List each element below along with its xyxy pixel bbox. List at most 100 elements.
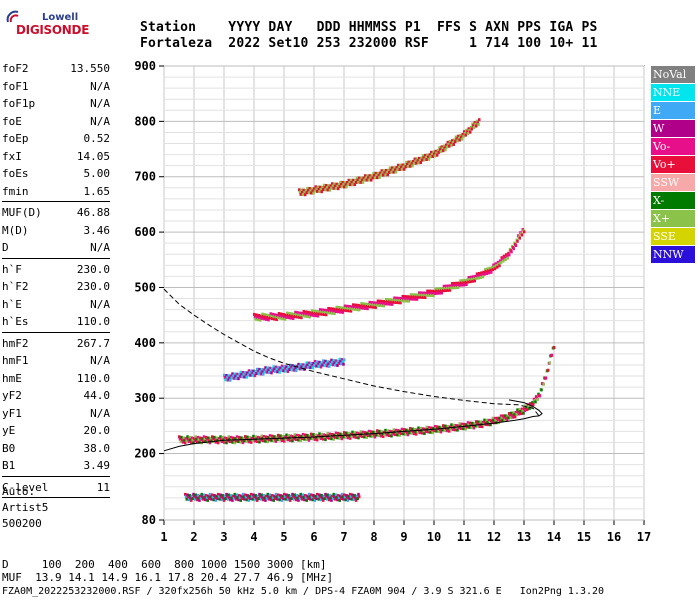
echo-mark [398,299,401,303]
y-tick-label: 200 [134,447,156,461]
echo-mark [317,497,320,501]
echo-mark [512,411,515,415]
echo-mark [424,295,427,299]
param-name: B0 [2,441,16,455]
echo-mark [205,435,208,439]
echo-mark [518,407,521,411]
x-tick-label: 4 [250,530,257,544]
echo-mark [286,498,290,502]
echo-mark [524,404,527,408]
echo-mark [224,378,227,382]
echo-mark [344,435,347,439]
echo-mark [351,183,354,187]
echo-mark [432,150,435,154]
echo-mark [491,268,494,272]
echo-mark [502,416,506,420]
echo-mark [302,188,305,192]
param-row: foE N/A [2,113,110,131]
echo-mark [404,297,407,301]
echo-mark [282,497,285,501]
echo-mark [304,193,307,197]
echo-mark [502,254,506,258]
param-value: 5.00 [83,167,111,180]
echo-mark [553,345,556,349]
echo-mark [418,158,422,162]
echo-mark [241,370,245,374]
echo-mark [331,182,334,186]
echo-mark [353,183,356,187]
echo-mark [240,494,243,498]
echo-mark [187,498,191,502]
echo-mark [323,186,326,190]
echo-mark [433,154,437,158]
echo-mark [247,496,250,500]
echo-mark [286,311,289,315]
echo-mark [301,363,305,367]
echo-mark [406,162,409,166]
echo-mark [278,370,281,374]
echo-mark [340,437,344,441]
echo-mark [522,411,525,415]
echo-mark [318,432,321,436]
echo-mark [361,430,365,434]
echo-mark [501,257,504,261]
echo-mark [298,497,302,501]
echo-mark [325,436,329,440]
echo-mark [375,173,378,177]
echo-mark [289,314,292,318]
echo-mark [284,369,287,373]
echo-mark [516,408,519,412]
echo-mark [483,272,486,276]
echo-mark [443,286,446,290]
echo-mark [329,184,332,188]
echo-mark [263,370,266,374]
echo-mark [223,440,226,444]
echo-mark [492,263,495,267]
echo-mark [238,496,242,500]
echo-mark [311,498,314,502]
echo-mark [507,251,510,255]
echo-mark [447,142,450,146]
echo-mark [297,438,300,442]
echo-mark [259,314,263,318]
echo-mark [341,310,344,314]
echo-mark [312,361,315,365]
echo-mark [417,426,420,430]
echo-mark [310,187,314,191]
echo-mark [344,498,347,502]
echo-mark [454,135,458,139]
echo-mark [192,492,195,496]
echo-mark [190,440,193,444]
echo-mark [181,438,184,442]
echo-mark [213,494,216,498]
echo-mark [341,180,344,184]
echo-mark [196,435,200,439]
echo-mark [323,308,326,312]
echo-mark [274,369,277,373]
echo-mark [217,437,221,441]
echo-mark [184,492,187,496]
param-name: foF1p [2,97,36,110]
echo-mark [414,159,417,163]
echo-mark [237,377,240,381]
echo-mark [350,305,353,309]
echo-mark [440,291,443,295]
echo-mark [307,438,311,442]
echo-mark [333,361,336,365]
echo-mark [238,375,242,379]
x-tick-label: 14 [547,530,561,544]
echo-mark [189,496,192,500]
echo-mark [300,495,303,499]
echo-mark [279,316,282,320]
echo-mark [415,157,419,161]
echo-mark [457,286,460,290]
echo-mark [322,494,326,498]
echo-mark [456,139,459,143]
echo-mark [273,367,276,371]
echo-mark [395,431,398,435]
echo-mark [475,119,479,123]
echo-mark [340,182,343,186]
echo-mark [208,441,212,445]
param-name: hmF2 [2,336,29,350]
echo-mark [421,431,424,435]
